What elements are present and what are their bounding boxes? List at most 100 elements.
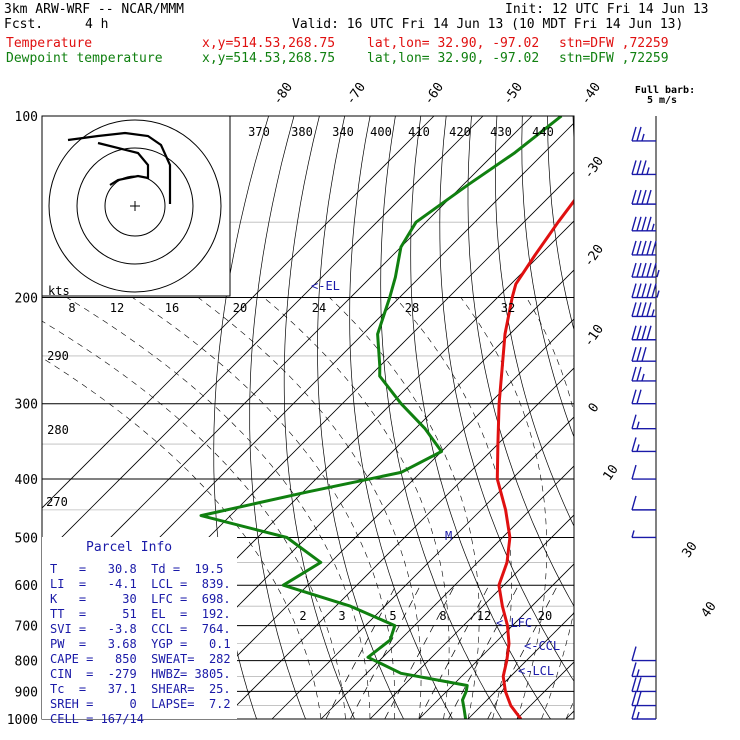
isotherm-line xyxy=(615,116,740,719)
dry-adiabat-line xyxy=(624,116,740,732)
hodograph-ring-label: 24 xyxy=(312,301,326,315)
wind-barb xyxy=(631,437,656,453)
isotherm-label: 10 xyxy=(600,462,621,483)
isotherm-label: -80 xyxy=(270,80,296,108)
isotherm-line xyxy=(42,116,484,558)
theta-label: 410 xyxy=(408,125,430,139)
mixing-ratio-line xyxy=(487,585,558,719)
isotherm-line xyxy=(418,563,574,719)
parcel-info-row: CIN = -279 HWBZ= 3805. xyxy=(50,667,231,681)
hodograph-ring-label: 16 xyxy=(165,301,179,315)
mixing-ratio-label: 3 xyxy=(338,609,345,623)
pressure-tick-label: 200 xyxy=(15,292,38,307)
dry-adiabat-line xyxy=(598,116,740,732)
wind-barb xyxy=(631,677,656,693)
isotherm-line xyxy=(467,612,574,719)
parcel-info-row: PW = 3.68 YGP = 0.1 xyxy=(50,637,231,651)
hodograph-ring-label: 8 xyxy=(68,301,75,315)
wind-barb xyxy=(631,646,656,662)
theta-label: 370 xyxy=(248,125,270,139)
dry-adiabat-line xyxy=(700,116,740,732)
wind-barb xyxy=(631,189,656,205)
dry-adiabat-line xyxy=(410,116,552,719)
moist-adiabat-line xyxy=(394,297,512,719)
hodograph-trace xyxy=(67,131,172,204)
wind-barb xyxy=(631,704,656,720)
isotherm-label: 40 xyxy=(698,599,719,620)
barb-legend-title: Full barb: xyxy=(635,85,695,96)
moist-adiabat-line xyxy=(66,297,371,719)
mixing-ratio-label: 20 xyxy=(538,609,552,623)
pressure-tick-label: 900 xyxy=(15,685,38,700)
pressure-tick-label: 800 xyxy=(15,655,38,670)
plot-frame xyxy=(41,115,575,720)
mixing-ratio-label: 2 xyxy=(299,609,306,623)
theta-label: 340 xyxy=(332,125,354,139)
dry-adiabat-line xyxy=(521,116,574,439)
dewpoint-latlon: lat,lon= 32.90, -97.02 xyxy=(367,51,540,66)
pressure-tick-label: 1000 xyxy=(7,713,38,728)
wind-barb xyxy=(631,662,656,678)
isotherm-label: -10 xyxy=(581,322,607,350)
temperature-station: stn=DFW ,72259 xyxy=(559,36,669,51)
dry-adiabat-line xyxy=(439,116,574,682)
hodograph-ring-label: 12 xyxy=(110,301,124,315)
parcel-info-row: TT = 51 EL = 192. xyxy=(50,607,231,621)
wind-barb xyxy=(631,691,656,707)
moist-adiabat-line xyxy=(565,699,574,719)
theta-label-left: 290 xyxy=(47,349,69,363)
wind-barb xyxy=(631,530,656,539)
wind-barb xyxy=(631,216,656,232)
pressure-tick-label: 700 xyxy=(15,620,38,635)
theta-label: 420 xyxy=(449,125,471,139)
temperature-legend: Temperature xyxy=(6,36,93,51)
pressure-tick-label: 500 xyxy=(15,531,38,546)
isotherm-line xyxy=(565,710,574,719)
wind-barb xyxy=(631,240,657,256)
parcel-info-row: SVI = -3.8 CCL = 764. xyxy=(50,622,231,636)
theta-label: 430 xyxy=(490,125,512,139)
dry-adiabat-line xyxy=(467,116,574,608)
mixing-ratio-line xyxy=(448,585,519,719)
isotherm-line xyxy=(42,116,435,509)
mixing-ratio-line xyxy=(384,585,456,719)
dry-adiabat-line xyxy=(674,116,740,732)
dry-adiabat-line xyxy=(494,116,574,527)
forecast-label: Fcst. xyxy=(4,17,44,32)
mixing-ratio-label: 5 xyxy=(389,609,396,623)
isotherm-label: -60 xyxy=(421,80,447,108)
moist-adiabat-line xyxy=(526,297,574,719)
wind-barb xyxy=(631,464,656,480)
moist-adiabat-line xyxy=(198,297,422,719)
moist-adiabat-line xyxy=(329,297,480,719)
moist-adiabat-line xyxy=(42,357,322,719)
model-title: 3km ARW-WRF -- NCAR/MMM xyxy=(4,2,185,17)
parcel-info-row: LI = -4.1 LCL = 839. xyxy=(50,577,231,591)
parcel-info-row: K = 30 LFC = 698. xyxy=(50,592,231,606)
dry-adiabat-line xyxy=(649,116,740,732)
hodograph-units-label: kts xyxy=(48,284,70,298)
pressure-tick-label: 600 xyxy=(15,579,38,594)
dry-adiabat-line xyxy=(725,116,740,732)
pressure-tick-label: 300 xyxy=(15,398,38,413)
wind-barb xyxy=(631,262,660,278)
parcel-info-panel: Parcel Info T = 30.8 Td = 19.5 LI = -4.1 … xyxy=(42,537,237,726)
isotherm-label: -20 xyxy=(581,242,607,270)
temperature-series-line xyxy=(495,198,574,719)
theta-label-left: 280 xyxy=(47,423,69,437)
pressure-tick-label: 400 xyxy=(15,473,38,488)
mixing-ratio-line xyxy=(418,585,490,719)
dry-adiabat-line xyxy=(547,116,574,332)
level-marker: M xyxy=(445,529,452,543)
hodograph-ring-label: 20 xyxy=(233,301,247,315)
wind-barb xyxy=(631,160,656,176)
wind-barb xyxy=(631,325,656,341)
wind-barb xyxy=(631,414,656,430)
moist-adiabat-line xyxy=(42,320,346,719)
mixing-ratio-label: 12 xyxy=(477,609,491,623)
parcel-info-row: SREH = 0 LAPSE= 7.2 xyxy=(50,697,231,711)
level-label-el: <-EL xyxy=(311,279,340,293)
forecast-hour: 4 h xyxy=(85,17,109,32)
theta-label: 440 xyxy=(532,125,554,139)
parcel-info-title: Parcel Info xyxy=(86,540,173,555)
